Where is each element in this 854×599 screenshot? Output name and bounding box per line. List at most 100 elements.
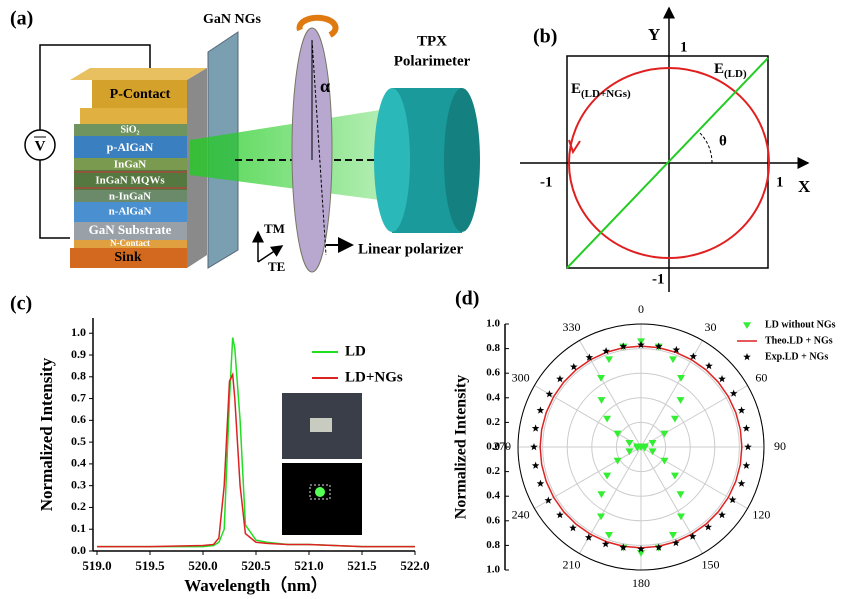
- y-axis-label: Normalized Intensity: [37, 357, 56, 511]
- x-tick-label: 521.5: [347, 558, 377, 573]
- layer-label: n-InGaN: [109, 191, 151, 203]
- point: [597, 374, 606, 382]
- grid-spoke: [640, 446, 748, 509]
- theta-tick-label: 30: [705, 320, 717, 334]
- theta-tick-label: 270: [493, 439, 511, 453]
- theta-tick-label: 60: [755, 370, 767, 384]
- r-tick-label: 0.2: [486, 465, 500, 477]
- point: [648, 439, 657, 447]
- point: [637, 549, 645, 557]
- point: [676, 397, 685, 404]
- theta-tick-label: 0: [638, 302, 644, 316]
- r-tick-label: 0.0: [486, 441, 500, 453]
- point: [637, 340, 645, 349]
- y-tick-label: 0.1: [71, 521, 86, 535]
- point: [728, 495, 737, 504]
- device-diagram: V P-Contact SiO₂ p-AlGaN InGaN InGaN MQW…: [24, 12, 480, 274]
- point: [569, 362, 578, 371]
- tick-label: -1: [652, 271, 665, 287]
- layer-label: InGaN MQWs: [95, 175, 165, 187]
- legend-label: Exp.LD + NGs: [765, 351, 828, 362]
- layer: [74, 222, 187, 240]
- layer: [74, 202, 187, 222]
- r-tick-label: 0.4: [486, 490, 500, 502]
- point: [597, 513, 606, 521]
- field-sub: (LD): [724, 68, 747, 80]
- point: [597, 491, 606, 499]
- x-tick-label: 519.5: [135, 558, 165, 573]
- y-tick-label: 0.5: [71, 434, 86, 448]
- x-axis-label: Wavelength（nm）: [184, 575, 328, 595]
- point: [660, 430, 669, 438]
- point: [670, 415, 679, 423]
- arrow: [257, 245, 284, 263]
- polarimeter-face: [374, 88, 410, 232]
- point: [742, 424, 751, 432]
- tick-label: 1: [680, 39, 688, 55]
- theta-tick-label: 210: [563, 557, 581, 571]
- beam: [190, 110, 380, 200]
- layer-top: [70, 68, 207, 80]
- point: [705, 361, 713, 370]
- meter-label: V: [35, 138, 46, 154]
- point: [585, 353, 594, 361]
- r-tick-label: 0.8: [486, 539, 500, 551]
- y-tick-label: 0.3: [71, 477, 86, 491]
- field-label: E(LD): [714, 61, 747, 79]
- layer-label: InGaN: [114, 159, 146, 171]
- x-tick-label: 520.5: [241, 558, 271, 573]
- polar-frame: [517, 323, 765, 571]
- layer: [74, 190, 187, 202]
- point: [718, 510, 726, 519]
- y-tick-label: 0.6: [71, 412, 86, 426]
- point: [688, 532, 697, 540]
- point: [603, 415, 612, 423]
- x-tick-label: 520.0: [188, 558, 217, 573]
- panel-label: (b): [533, 26, 557, 48]
- label: Polarimeter: [394, 53, 471, 69]
- theta-tick-label: 90: [774, 439, 786, 453]
- point: [654, 342, 663, 350]
- theta-tick-label: 120: [752, 507, 770, 521]
- axis-line: [311, 39, 327, 256]
- y-tick-label: 0.0: [71, 543, 86, 557]
- layer: [74, 124, 187, 136]
- layer: [74, 170, 187, 190]
- point: [569, 524, 577, 532]
- point: [668, 356, 677, 364]
- point: [744, 443, 752, 451]
- direction-arrow: [568, 139, 581, 155]
- point: [531, 424, 540, 432]
- point: [676, 491, 685, 499]
- point: [729, 389, 738, 397]
- r-tick-label: 1.0: [486, 564, 500, 576]
- layer: [74, 136, 187, 158]
- point: [530, 443, 538, 451]
- y-axis-label: Normalized Intensity: [453, 375, 470, 519]
- point: [619, 543, 628, 551]
- point: [737, 479, 746, 487]
- y-tick-label: 0.7: [71, 390, 86, 404]
- field-main: E: [714, 61, 724, 77]
- point: [597, 397, 606, 404]
- label: GaN NGs: [203, 12, 262, 27]
- legend-swatch: [743, 322, 751, 329]
- layer: [80, 108, 187, 124]
- field-sub: (LD+NGs): [581, 88, 631, 100]
- layer-label: SiO₂: [120, 124, 139, 135]
- r-tick-label: 0.4: [486, 391, 500, 403]
- axis-label: Y: [648, 25, 660, 44]
- polarimeter-back: [444, 88, 480, 232]
- y-tick-label: 0.2: [71, 499, 86, 513]
- layer-label: p-AlGaN: [107, 140, 154, 154]
- x-tick-label: 522.0: [400, 558, 429, 573]
- point: [601, 540, 610, 548]
- field-main: E: [571, 81, 581, 97]
- point: [605, 356, 614, 364]
- legend-label: LD: [345, 343, 366, 359]
- axis-label: X: [798, 177, 811, 196]
- ellipse: [568, 67, 770, 259]
- point: [536, 406, 545, 414]
- theta-tick-label: 240: [512, 507, 530, 521]
- point: [672, 538, 680, 547]
